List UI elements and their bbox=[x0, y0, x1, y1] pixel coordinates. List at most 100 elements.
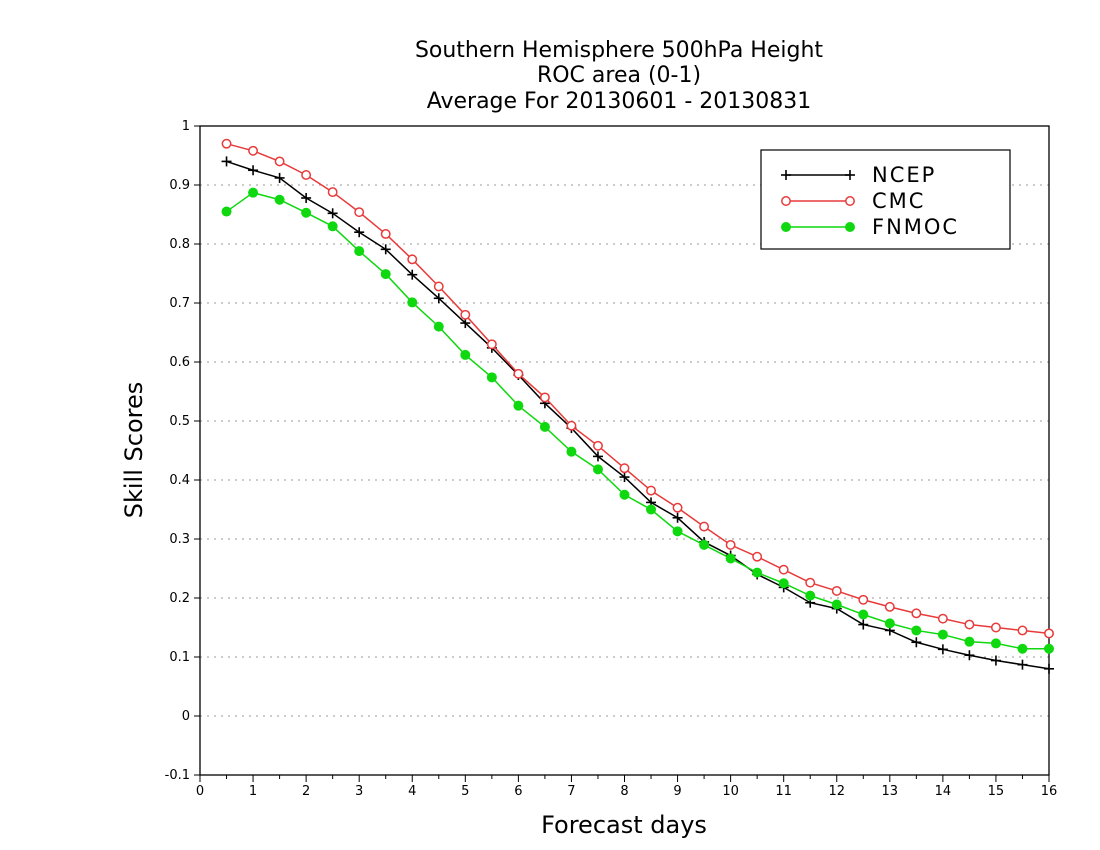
data-point-ncep bbox=[619, 472, 630, 483]
data-point-fnmoc bbox=[964, 636, 975, 647]
data-point-fnmoc bbox=[486, 372, 497, 383]
x-tick-label: 7 bbox=[567, 784, 575, 799]
x-tick-label: 4 bbox=[408, 784, 416, 799]
grid bbox=[200, 184, 1049, 717]
x-tick-label: 5 bbox=[461, 784, 469, 799]
legend-marker bbox=[845, 170, 855, 180]
data-point-fnmoc bbox=[566, 446, 577, 457]
data-point-fnmoc bbox=[354, 246, 365, 257]
data-point-fnmoc bbox=[513, 400, 524, 411]
y-tick-label: 0.4 bbox=[169, 473, 190, 488]
data-point-cmc bbox=[990, 622, 1001, 633]
y-tick-label: 0.5 bbox=[169, 414, 190, 429]
series-cmc bbox=[221, 138, 1054, 639]
legend-label: NCEP bbox=[872, 163, 936, 187]
data-point-cmc bbox=[274, 156, 285, 167]
data-point-cmc bbox=[327, 187, 338, 198]
data-point-cmc bbox=[539, 392, 550, 403]
data-point-cmc bbox=[407, 254, 418, 265]
data-point-ncep bbox=[301, 192, 312, 203]
y-tick-label: 1 bbox=[182, 119, 190, 134]
x-tick-label: 6 bbox=[514, 784, 522, 799]
x-tick-label: 2 bbox=[302, 784, 310, 799]
data-point-cmc bbox=[619, 463, 630, 474]
data-point-fnmoc bbox=[301, 207, 312, 218]
series-fnmoc bbox=[221, 187, 1054, 654]
data-point-cmc bbox=[460, 309, 471, 320]
data-point-fnmoc bbox=[460, 349, 471, 360]
data-point-fnmoc bbox=[646, 504, 657, 515]
x-tick-label: 15 bbox=[988, 784, 1005, 799]
x-axis-label: Forecast days bbox=[541, 811, 707, 839]
data-point-cmc bbox=[725, 539, 736, 550]
legend-marker bbox=[781, 222, 791, 232]
data-point-cmc bbox=[752, 551, 763, 562]
data-point-cmc bbox=[248, 145, 259, 156]
series-line-ncep bbox=[226, 160, 1050, 670]
data-point-cmc bbox=[486, 339, 497, 350]
data-point-fnmoc bbox=[752, 567, 763, 578]
data-point-ncep bbox=[672, 512, 683, 523]
data-point-cmc bbox=[858, 594, 869, 605]
data-point-ncep bbox=[1017, 659, 1028, 670]
data-point-ncep bbox=[592, 451, 603, 462]
y-tick-label: 0.2 bbox=[169, 591, 190, 606]
x-tick-label: 12 bbox=[828, 784, 845, 799]
data-point-fnmoc bbox=[805, 590, 816, 601]
data-point-ncep bbox=[248, 165, 259, 176]
y-tick-label: 0.9 bbox=[169, 178, 190, 193]
data-point-fnmoc bbox=[1017, 643, 1028, 654]
data-point-cmc bbox=[433, 281, 444, 292]
y-tick-label: 0.6 bbox=[169, 355, 190, 370]
data-point-ncep bbox=[221, 156, 232, 167]
data-point-cmc bbox=[354, 207, 365, 218]
y-tick-label: -0.1 bbox=[165, 768, 190, 783]
title-line-1: Southern Hemisphere 500hPa Height bbox=[415, 38, 823, 63]
data-point-fnmoc bbox=[539, 421, 550, 432]
data-point-cmc bbox=[672, 502, 683, 513]
data-point-fnmoc bbox=[990, 638, 1001, 649]
data-point-fnmoc bbox=[327, 221, 338, 232]
y-tick-label: 0.1 bbox=[169, 650, 190, 665]
data-point-fnmoc bbox=[937, 629, 948, 640]
x-tick-label: 16 bbox=[1041, 784, 1058, 799]
data-point-cmc bbox=[380, 229, 391, 239]
data-point-fnmoc bbox=[221, 206, 232, 217]
x-tick-label: 9 bbox=[673, 784, 681, 799]
title-line-2: ROC area (0-1) bbox=[537, 63, 701, 88]
data-point-ncep bbox=[274, 172, 285, 183]
legend-label: FNMOC bbox=[872, 215, 959, 239]
data-point-cmc bbox=[566, 420, 577, 431]
series-layer bbox=[221, 138, 1054, 674]
data-point-cmc bbox=[778, 564, 789, 575]
data-point-cmc bbox=[937, 613, 948, 624]
data-point-ncep bbox=[327, 208, 338, 219]
data-point-cmc bbox=[884, 601, 895, 612]
axis-ticks: -0.100.10.20.30.40.50.60.70.80.910 1 2 3 4 5 6… bbox=[165, 119, 1058, 799]
data-point-fnmoc bbox=[672, 526, 683, 537]
data-point-fnmoc bbox=[248, 187, 259, 198]
data-point-cmc bbox=[301, 170, 312, 180]
x-tick-label: 10 bbox=[722, 784, 739, 799]
data-point-fnmoc bbox=[699, 539, 710, 550]
y-tick-label: 0.7 bbox=[169, 296, 190, 311]
data-point-cmc bbox=[699, 521, 710, 532]
x-tick-label: 0 bbox=[196, 784, 204, 799]
data-point-cmc bbox=[831, 585, 842, 596]
data-point-cmc bbox=[805, 577, 816, 588]
title-line-3: Average For 20130601 - 20130831 bbox=[427, 89, 812, 114]
legend-marker bbox=[781, 196, 791, 206]
x-tick-label: 8 bbox=[620, 784, 628, 799]
data-point-cmc bbox=[911, 608, 922, 619]
legend-item-ncep: NCEP bbox=[781, 163, 936, 187]
legend-item-fnmoc: FNMOC bbox=[781, 215, 959, 239]
data-point-fnmoc bbox=[274, 194, 285, 205]
data-point-fnmoc bbox=[778, 578, 789, 589]
data-point-ncep bbox=[433, 293, 444, 304]
legend-marker bbox=[845, 222, 855, 232]
x-tick-label: 13 bbox=[882, 784, 899, 799]
legend-box bbox=[760, 149, 1011, 250]
legend-marker bbox=[845, 196, 855, 206]
data-point-cmc bbox=[1044, 628, 1054, 639]
